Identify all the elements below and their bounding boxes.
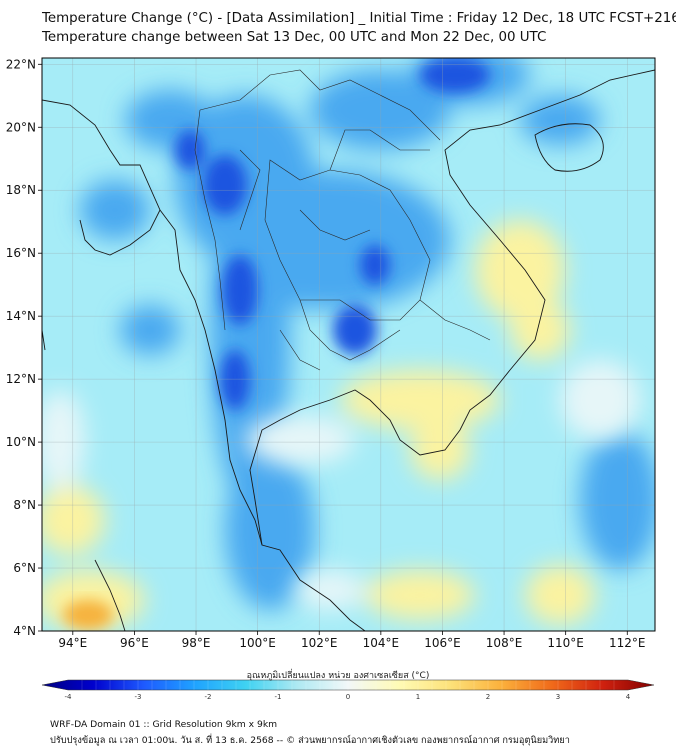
field-warm-areas — [42, 220, 640, 630]
colorbar-bar — [41, 679, 655, 691]
colorbar-tick-label: 2 — [486, 693, 490, 701]
field-strong-cold — [175, 58, 490, 410]
latitude-ticks: 22°N 20°N 18°N 16°N 14°N 12°N 10°N 8°N 6°N 4°N — [6, 57, 42, 638]
map-title-line-1: Temperature Change (°C) - [Data Assimila… — [42, 11, 676, 26]
colorbar-tick-label: -2 — [205, 693, 212, 701]
graticule — [42, 58, 655, 632]
latitude-tick-label: 20°N — [6, 120, 36, 134]
temperature-field — [42, 58, 655, 631]
colorbar-ticks: -4 -3 -2 -1 0 1 2 3 4 — [65, 693, 631, 701]
longitude-tick-label: 96°E — [120, 636, 149, 650]
longitude-tick-label: 94°E — [58, 636, 87, 650]
longitude-tick-label: 108°E — [486, 636, 523, 650]
latitude-tick-label: 8°N — [13, 498, 36, 512]
longitude-tick-label: 100°E — [239, 636, 276, 650]
model-info-line: WRF-DA Domain 01 :: Grid Resolution 9km … — [50, 719, 278, 730]
colorbar-tick-label: 3 — [556, 693, 560, 701]
latitude-tick-label: 14°N — [6, 309, 36, 323]
longitude-tick-label: 98°E — [182, 636, 211, 650]
colorbar: -4 -3 -2 -1 0 1 2 3 4 — [41, 679, 655, 701]
latitude-tick-label: 6°N — [13, 561, 36, 575]
coastlines-and-borders — [42, 69, 655, 631]
map-frame — [41, 57, 656, 632]
colorbar-tick-label: -4 — [65, 693, 73, 701]
longitude-ticks: 94°E 96°E 98°E 100°E 102°E 104°E 106°E 108°E 110… — [58, 631, 646, 650]
longitude-tick-label: 104°E — [363, 636, 400, 650]
map-title-line-2: Temperature change between Sat 13 Dec, 0… — [42, 30, 547, 45]
colorbar-tick-label: -3 — [135, 693, 142, 701]
colorbar-tick-label: 1 — [416, 693, 420, 701]
colorbar-label: อุณหภูมิเปลี่ยนแปลง หน่วย องศาเซลเซียส (… — [246, 671, 430, 681]
longitude-tick-label: 106°E — [424, 636, 461, 650]
field-hot-spots — [63, 600, 113, 630]
update-credit-line: ปรับปรุงข้อมูล ณ เวลา 01:00น. วัน ส. ที่… — [50, 735, 570, 746]
latitude-tick-label: 18°N — [6, 183, 36, 197]
latitude-tick-label: 4°N — [13, 624, 36, 638]
admin-boundaries — [194, 69, 491, 371]
longitude-tick-label: 110°E — [547, 636, 584, 650]
latitude-tick-label: 12°N — [6, 372, 36, 386]
longitude-tick-label: 112°E — [609, 636, 646, 650]
colorbar-tick-label: 4 — [626, 693, 631, 701]
latitude-tick-label: 16°N — [6, 246, 36, 260]
colorbar-segments — [81, 680, 615, 690]
latitude-tick-label: 10°N — [6, 435, 36, 449]
longitude-tick-label: 102°E — [301, 636, 338, 650]
latitude-tick-label: 22°N — [6, 57, 36, 71]
colorbar-tick-label: -1 — [275, 693, 282, 701]
colorbar-tick-label: 0 — [346, 693, 350, 701]
